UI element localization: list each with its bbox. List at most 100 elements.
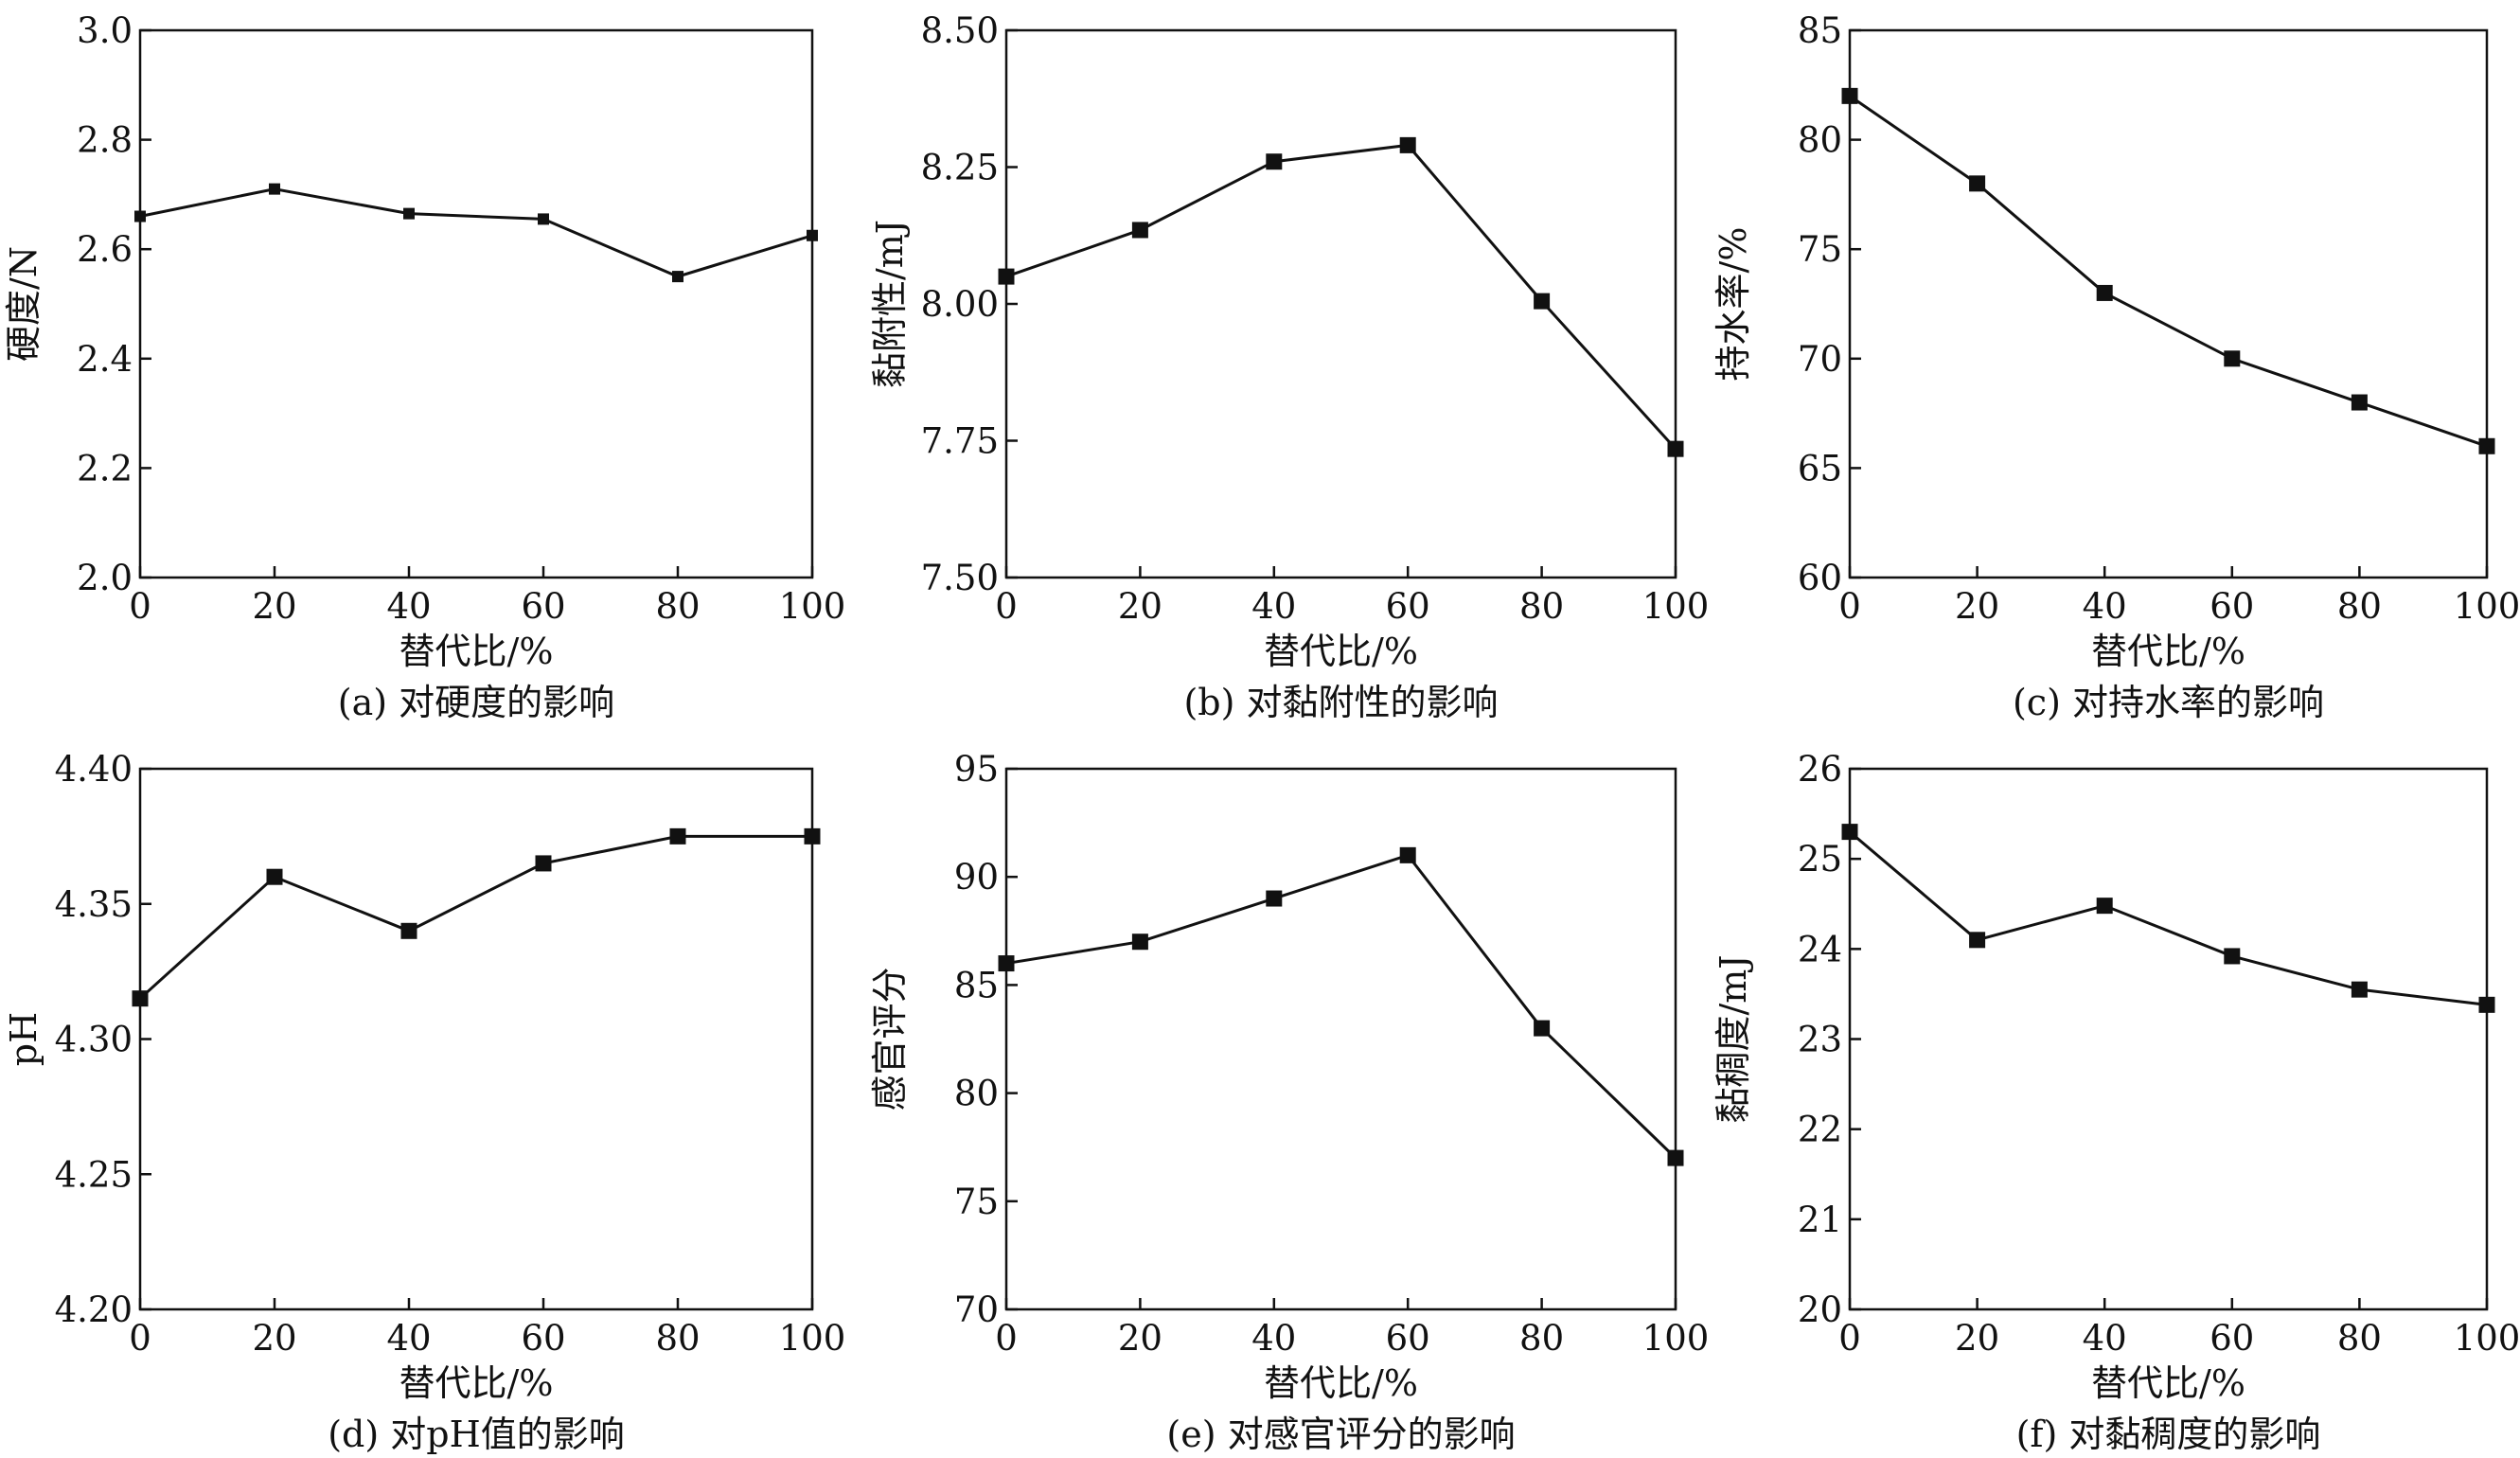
series-line: [1849, 830, 2488, 1006]
x-tick-label: 100: [1642, 1318, 1710, 1359]
y-tick-label: 75: [1798, 229, 1842, 270]
plot-frame: [1848, 28, 2489, 579]
x-tick-label: 0: [1838, 1318, 1861, 1359]
x-tick-label: 80: [2337, 1318, 2382, 1359]
y-tick-label: 85: [954, 965, 999, 1005]
data-point-marker: [1266, 153, 1283, 170]
data-point-marker: [2478, 996, 2495, 1013]
data-point-marker: [134, 210, 146, 222]
y-tick-label: 95: [954, 749, 999, 790]
data-point-marker: [1131, 933, 1148, 951]
panel-caption: (e) 对感官评分的影响: [1166, 1414, 1515, 1455]
x-tick-label: 20: [1118, 586, 1162, 627]
panel-caption: (b) 对黏附性的影响: [1183, 682, 1498, 723]
data-point-marker: [2351, 981, 2368, 998]
x-tick-label: 80: [1519, 1318, 1564, 1359]
x-tick-label: 20: [252, 586, 296, 627]
x-tick-label: 60: [521, 1318, 565, 1359]
series-line: [1005, 143, 1677, 451]
panel-caption: (c) 对持水率的影响: [2013, 682, 2324, 723]
y-tick-label: 75: [954, 1182, 999, 1222]
x-tick-label: 60: [1386, 586, 1430, 627]
x-tick-label: 80: [655, 586, 700, 627]
y-tick-label: 4.30: [55, 1020, 133, 1060]
x-tick-label: 40: [2083, 1318, 2127, 1359]
data-point-marker: [266, 868, 283, 885]
plot-frame: [138, 28, 814, 579]
data-point-marker: [998, 268, 1015, 285]
y-tick-label: 65: [1798, 448, 1842, 489]
x-tick-label: 100: [2454, 1318, 2520, 1359]
y-tick-label: 70: [1798, 339, 1842, 380]
panel-caption: (a) 对硬度的影响: [338, 682, 614, 723]
y-axis-label: 黏附性/mJ: [869, 220, 911, 388]
series-line: [1849, 95, 2488, 448]
data-point-marker: [538, 213, 549, 225]
data-point-marker: [2224, 948, 2241, 965]
data-point-marker: [2224, 350, 2241, 367]
data-point-marker: [1534, 293, 1551, 310]
y-tick-label: 70: [954, 1289, 999, 1330]
y-tick-label: 90: [954, 857, 999, 898]
panel-caption: (f) 对黏稠度的影响: [2016, 1414, 2321, 1455]
data-point-marker: [2478, 437, 2495, 454]
data-point-marker: [1399, 846, 1416, 863]
data-point-marker: [535, 855, 552, 872]
y-tick-label: 2.6: [77, 229, 133, 270]
data-point-marker: [269, 183, 280, 195]
data-point-marker: [998, 955, 1015, 972]
data-point-marker: [1667, 1149, 1684, 1166]
chart-panel-f: 0 20 40 60 80 10020212223242526替代比/%黏稠度/mJ(f)…: [1713, 749, 2520, 1455]
x-tick-label: 60: [1386, 1318, 1430, 1359]
chart-panel-e: 0 20 40 60 80 100 70 75 80 85 90 95 替代比/% 感官评分 (e) 对感官…: [869, 749, 1709, 1455]
x-axis-label: 替代比/%: [1264, 1362, 1418, 1404]
x-tick-label: 80: [655, 1318, 700, 1359]
plot-frame: [1004, 767, 1677, 1311]
y-tick-label: 3.0: [77, 10, 133, 51]
x-tick-label: 100: [1642, 586, 1710, 627]
y-tick-label: 60: [1798, 558, 1842, 598]
data-point-marker: [804, 827, 821, 845]
data-point-marker: [1534, 1020, 1551, 1037]
x-tick-label: 40: [1251, 586, 1296, 627]
x-tick-label: 0: [129, 586, 151, 627]
chart-panel-a: 0 20 40 60 80 100 2.0 2.2 2.4 2.6 2.8 3.0 替代比/% 硬度/N (…: [3, 10, 845, 723]
x-tick-label: 20: [1955, 586, 1999, 627]
plot-frame: [1848, 767, 2489, 1311]
series-line: [138, 834, 812, 1000]
y-tick-label: 25: [1798, 839, 1842, 880]
y-tick-label: 4.40: [55, 749, 133, 790]
y-tick-label: 4.35: [55, 884, 133, 925]
data-point-marker: [1969, 175, 1986, 192]
data-point-marker: [2096, 284, 2113, 301]
y-tick-label: 7.75: [921, 421, 999, 462]
y-tick-label: 80: [1798, 120, 1842, 161]
data-point-marker: [2096, 898, 2113, 915]
data-point-marker: [1969, 932, 1986, 949]
data-point-marker: [132, 990, 149, 1007]
plot-frame: [1004, 28, 1677, 579]
chart-panel-d: 0 20 40 60 80 100 4.20 4.25 4.30 4.35 4.40 替代比/% pH (…: [3, 749, 845, 1455]
x-tick-label: 100: [2454, 586, 2520, 627]
y-tick-label: 22: [1798, 1110, 1842, 1150]
y-tick-label: 4.25: [55, 1154, 133, 1195]
x-tick-label: 40: [2083, 586, 2127, 627]
x-tick-label: 40: [1251, 1318, 1296, 1359]
y-tick-label: 2.2: [77, 448, 133, 489]
plot-frame: [138, 767, 814, 1311]
data-point-marker: [1266, 890, 1283, 907]
data-point-marker: [1399, 136, 1416, 153]
x-tick-label: 20: [252, 1318, 296, 1359]
x-tick-label: 100: [779, 586, 846, 627]
x-tick-label: 0: [1838, 586, 1861, 627]
x-axis-label: 替代比/%: [2091, 631, 2245, 672]
x-axis-label: 替代比/%: [399, 1362, 554, 1404]
x-tick-label: 40: [386, 586, 431, 627]
data-point-marker: [1841, 87, 1858, 104]
x-tick-label: 80: [1519, 586, 1564, 627]
y-tick-label: 26: [1798, 749, 1842, 790]
y-tick-label: 80: [954, 1074, 999, 1114]
x-tick-label: 0: [129, 1318, 151, 1359]
y-tick-label: 8.00: [921, 284, 999, 325]
